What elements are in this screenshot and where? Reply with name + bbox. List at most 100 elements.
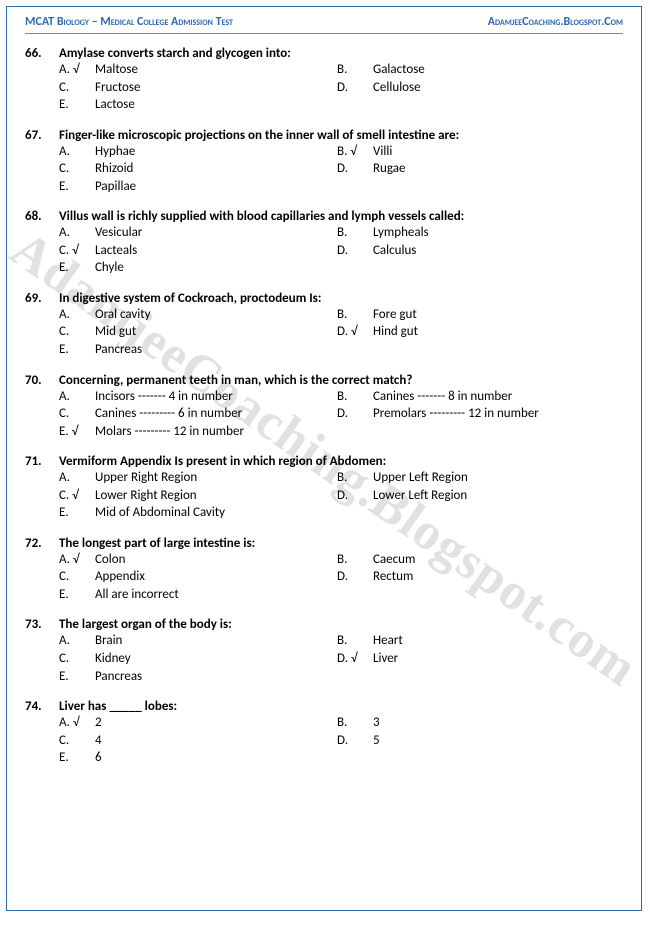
option-text: Maltose	[95, 61, 337, 79]
option-row: C.RhizoidD.Rugae	[59, 160, 623, 178]
option: A. √Maltose	[59, 61, 337, 79]
option-letter: A.	[59, 224, 95, 242]
option-letter: C.	[59, 568, 95, 586]
option: D. √Hind gut	[337, 323, 623, 341]
option-text: Premolars --------- 12 in number	[373, 405, 623, 423]
option-letter: D. √	[337, 650, 373, 668]
question-number: 74.	[25, 699, 59, 714]
option-text: Rugae	[373, 160, 623, 178]
option: E.Pancreas	[59, 341, 337, 359]
question: 68.Villus wall is richly supplied with b…	[25, 209, 623, 277]
option-text: Hind gut	[373, 323, 623, 341]
option-row: A.BrainB.Heart	[59, 632, 623, 650]
option-letter: C.	[59, 405, 95, 423]
option-letter: D.	[337, 79, 373, 97]
option-text: Papillae	[95, 178, 337, 196]
option-letter: E.	[59, 96, 95, 114]
option-row: A.Upper Right RegionB.Upper Left Region	[59, 469, 623, 487]
option: B.Canines ------- 8 in number	[337, 388, 623, 406]
option: D.Calculus	[337, 242, 623, 260]
option: E.Pancreas	[59, 668, 337, 686]
page-container: MCAT Biology – Medical College Admission…	[6, 6, 642, 911]
option: A. √2	[59, 714, 337, 732]
question-text: Amylase converts starch and glycogen int…	[59, 46, 623, 61]
option-letter: D.	[337, 568, 373, 586]
option-row: A.VesicularB.Lympheals	[59, 224, 623, 242]
question-number: 73.	[25, 617, 59, 632]
option-text: Vesicular	[95, 224, 337, 242]
option-row: C.Canines --------- 6 in numberD.Premola…	[59, 405, 623, 423]
option-letter: C.	[59, 732, 95, 750]
option: E.6	[59, 749, 337, 767]
option-letter: B.	[337, 306, 373, 324]
option-letter: A.	[59, 388, 95, 406]
option-text: Brain	[95, 632, 337, 650]
option: C.Canines --------- 6 in number	[59, 405, 337, 423]
option-letter: D.	[337, 487, 373, 505]
option: A.Oral cavity	[59, 306, 337, 324]
option-row: E.Chyle	[59, 259, 623, 277]
option-text: Hyphae	[95, 143, 337, 161]
option: D.Rugae	[337, 160, 623, 178]
options-container: A.Incisors ------- 4 in numberB.Canines …	[25, 388, 623, 441]
option-text: Galactose	[373, 61, 623, 79]
option: D.Cellulose	[337, 79, 623, 97]
question-text: The longest part of large intestine is:	[59, 536, 623, 551]
option-text: Fore gut	[373, 306, 623, 324]
option: A.Hyphae	[59, 143, 337, 161]
option-letter: A.	[59, 632, 95, 650]
option-text: Kidney	[95, 650, 337, 668]
option-letter: A. √	[59, 61, 95, 79]
question: 70.Concerning, permanent teeth in man, w…	[25, 373, 623, 441]
option-letter: C.	[59, 79, 95, 97]
option-letter: C.	[59, 160, 95, 178]
question-number: 68.	[25, 209, 59, 224]
option: D.Premolars --------- 12 in number	[337, 405, 623, 423]
option: D.Lower Left Region	[337, 487, 623, 505]
option-letter: C.	[59, 323, 95, 341]
option: E.Chyle	[59, 259, 337, 277]
option-letter: A. √	[59, 714, 95, 732]
option-row: E.Pancreas	[59, 668, 623, 686]
question: 71.Vermiform Appendix Is present in whic…	[25, 454, 623, 522]
option-letter: E. √	[59, 423, 95, 441]
option: B.Lympheals	[337, 224, 623, 242]
option-row: A. √MaltoseB.Galactose	[59, 61, 623, 79]
option: E.Mid of Abdominal Cavity	[59, 504, 337, 522]
option-text: Villi	[373, 143, 623, 161]
option: C.Kidney	[59, 650, 337, 668]
option-letter: D. √	[337, 323, 373, 341]
option: B.Heart	[337, 632, 623, 650]
option-letter: B.	[337, 551, 373, 569]
options-container: A. √MaltoseB.GalactoseC.FructoseD.Cellul…	[25, 61, 623, 114]
option-text: All are incorrect	[95, 586, 337, 604]
option-letter: E.	[59, 586, 95, 604]
option-text: Oral cavity	[95, 306, 337, 324]
option: E.Lactose	[59, 96, 337, 114]
option-letter: A.	[59, 143, 95, 161]
question: 67.Finger-like microscopic projections o…	[25, 128, 623, 196]
option-text: Colon	[95, 551, 337, 569]
option-row: A.HyphaeB. √Villi	[59, 143, 623, 161]
question-text: Liver has _____ lobes:	[59, 699, 623, 714]
question-number: 70.	[25, 373, 59, 388]
option-text: Calculus	[373, 242, 623, 260]
option: B.Galactose	[337, 61, 623, 79]
option-text: 2	[95, 714, 337, 732]
option-row: A.Incisors ------- 4 in numberB.Canines …	[59, 388, 623, 406]
option-letter: B.	[337, 388, 373, 406]
option-letter: A. √	[59, 551, 95, 569]
question-text: The largest organ of the body is:	[59, 617, 623, 632]
option: B.3	[337, 714, 623, 732]
question-number: 66.	[25, 46, 59, 61]
header-left: MCAT Biology – Medical College Admission…	[25, 15, 233, 29]
options-container: A.HyphaeB. √VilliC.RhizoidD.RugaeE.Papil…	[25, 143, 623, 196]
question: 73.The largest organ of the body is:A.Br…	[25, 617, 623, 685]
option-letter: B.	[337, 61, 373, 79]
option-letter: C. √	[59, 242, 95, 260]
question-text: Concerning, permanent teeth in man, whic…	[59, 373, 623, 388]
option-text: Lower Left Region	[373, 487, 623, 505]
option-text: 4	[95, 732, 337, 750]
options-container: A.Oral cavityB.Fore gutC.Mid gutD. √Hind…	[25, 306, 623, 359]
option-letter: E.	[59, 178, 95, 196]
